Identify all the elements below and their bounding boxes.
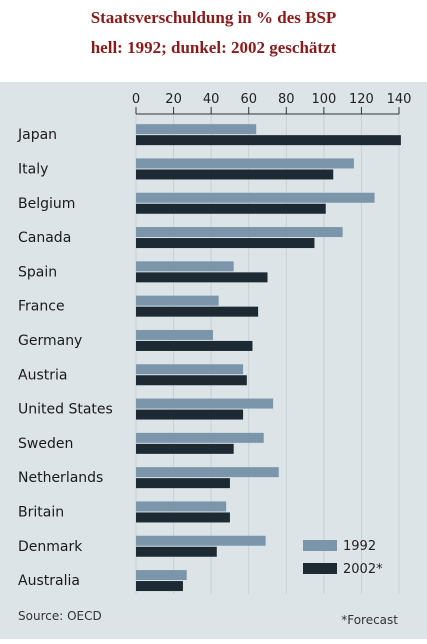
- bar-italy-2002: [136, 169, 334, 180]
- legend-label-2002: 2002*: [343, 562, 383, 577]
- category-label-united-states: United States: [18, 402, 113, 418]
- bar-germany-2002: [136, 340, 253, 351]
- bar-denmark-2002: [136, 546, 217, 557]
- category-label-austria: Austria: [18, 367, 67, 383]
- x-tick-label-60: 60: [240, 92, 257, 107]
- bar-britain-2002: [136, 512, 230, 523]
- bar-united-states-2002: [136, 409, 244, 420]
- bar-japan-1992: [136, 124, 257, 135]
- category-label-germany: Germany: [18, 333, 82, 349]
- x-tick-label-120: 120: [349, 92, 374, 107]
- x-tick-label-140: 140: [387, 92, 412, 107]
- bar-sweden-1992: [136, 432, 264, 443]
- bar-austria-2002: [136, 375, 247, 386]
- category-label-belgium: Belgium: [18, 196, 75, 212]
- x-tick-label-0: 0: [132, 92, 140, 107]
- bar-japan-2002: [136, 135, 401, 146]
- category-label-france: France: [18, 299, 65, 315]
- x-tick-label-80: 80: [278, 92, 295, 107]
- legend-label-1992: 1992: [343, 539, 376, 554]
- category-label-britain: Britain: [18, 504, 64, 520]
- bar-spain-1992: [136, 261, 234, 272]
- category-label-spain: Spain: [18, 264, 57, 280]
- bar-australia-1992: [136, 570, 187, 581]
- bar-belgium-1992: [136, 192, 375, 203]
- bar-spain-2002: [136, 272, 268, 283]
- bar-italy-1992: [136, 158, 354, 169]
- bar-britain-1992: [136, 501, 227, 512]
- category-label-australia: Australia: [18, 573, 80, 589]
- x-tick-label-40: 40: [203, 92, 220, 107]
- x-tick-label-20: 20: [165, 92, 182, 107]
- chart-panel: 0 20 40 60 80 100 120 140 Japan Italy Belgium Canad…: [0, 82, 427, 639]
- chart-title: Staatsverschuldung in % des BSP: [90, 8, 337, 27]
- bar-france-2002: [136, 306, 259, 317]
- bar-canada-2002: [136, 238, 315, 249]
- category-label-canada: Canada: [18, 230, 71, 246]
- bar-canada-1992: [136, 227, 343, 238]
- bar-sweden-2002: [136, 443, 234, 454]
- x-tick-label-100: 100: [311, 92, 336, 107]
- legend-swatch-1992: [303, 540, 337, 551]
- bar-france-1992: [136, 295, 219, 306]
- forecast-footnote: *Forecast: [341, 613, 398, 627]
- source-note: Source: OECD: [18, 609, 102, 623]
- bar-united-states-1992: [136, 398, 274, 409]
- bar-austria-1992: [136, 364, 244, 375]
- bar-netherlands-2002: [136, 478, 230, 489]
- category-label-netherlands: Netherlands: [18, 470, 103, 486]
- category-label-sweden: Sweden: [18, 436, 73, 452]
- bar-australia-2002: [136, 581, 183, 592]
- category-label-japan: Japan: [17, 127, 57, 143]
- bar-netherlands-1992: [136, 467, 279, 478]
- category-label-italy: Italy: [18, 161, 48, 177]
- bar-chart: 0 20 40 60 80 100 120 140 Japan Italy Belgium Canad…: [17, 92, 412, 627]
- legend-swatch-2002: [303, 563, 337, 574]
- bar-belgium-2002: [136, 203, 326, 214]
- category-label-denmark: Denmark: [18, 539, 83, 555]
- chart-subtitle: hell: 1992; dunkel: 2002 geschätzt: [90, 38, 337, 57]
- chart-header: Staatsverschuldung in % des BSP hell: 19…: [0, 0, 427, 82]
- bar-denmark-1992: [136, 535, 266, 546]
- bar-germany-1992: [136, 329, 214, 340]
